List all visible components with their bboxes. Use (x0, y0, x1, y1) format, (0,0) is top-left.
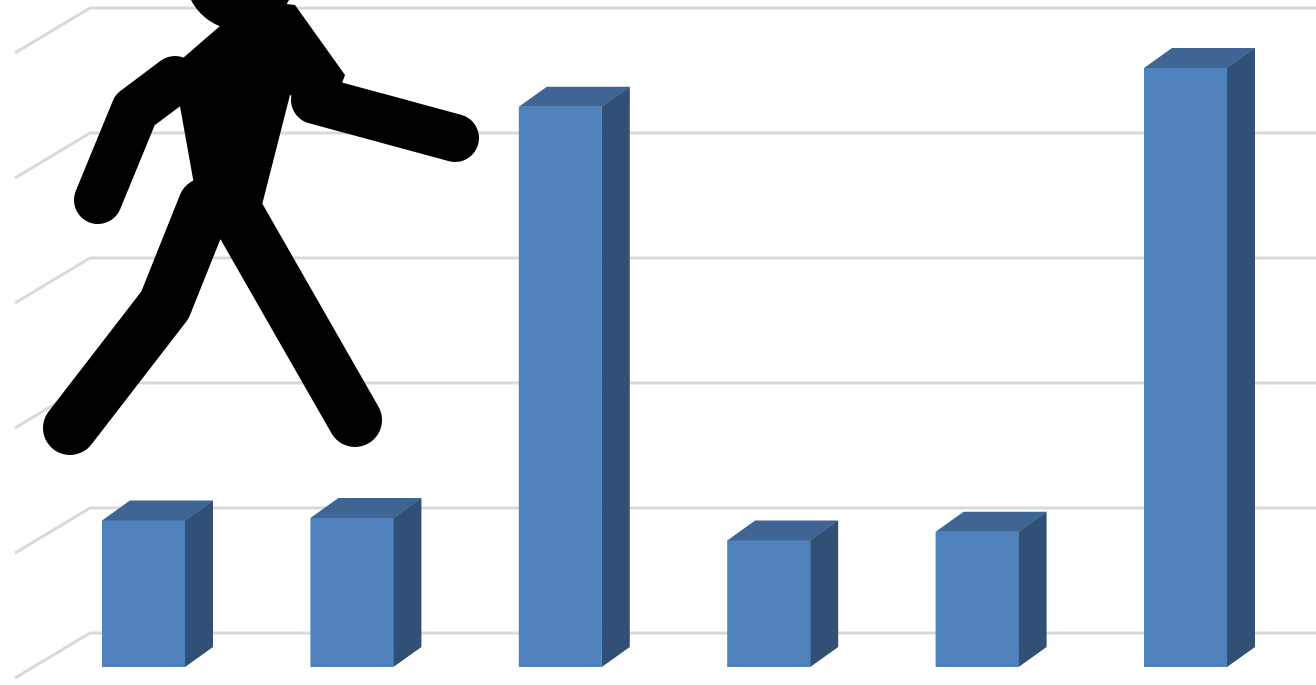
stick-figure (43, 0, 479, 455)
bar-side (185, 500, 213, 667)
figure-leg (43, 178, 232, 455)
bar-side (393, 498, 422, 667)
bar (518, 86, 630, 667)
figure-arm (291, 76, 479, 162)
bar (310, 498, 422, 667)
bar-top (727, 520, 839, 541)
bar-side (1018, 511, 1047, 667)
bar-top (1144, 48, 1255, 68)
bar-front (1144, 68, 1227, 667)
bar (102, 500, 213, 667)
figure-leg (205, 178, 382, 447)
bar-front (935, 531, 1019, 667)
bar (727, 520, 839, 667)
bar-top (518, 86, 630, 107)
bar-side (601, 86, 630, 667)
bar (1144, 48, 1255, 667)
bar-front (102, 520, 185, 667)
bar-front (310, 518, 394, 667)
bar-top (310, 498, 422, 518)
grid-line (14, 256, 91, 305)
bar-front (518, 106, 602, 667)
grid-line (14, 131, 91, 180)
grid-line (14, 631, 91, 680)
bar-side (810, 520, 839, 667)
figure-arm (74, 56, 199, 224)
figure-torso (175, 0, 345, 218)
bar-top (935, 511, 1047, 532)
bar (935, 511, 1047, 667)
bar-top (102, 500, 213, 521)
bar-front (727, 540, 811, 667)
bar-side (1227, 48, 1255, 667)
grid-line (14, 506, 91, 555)
grid-line (14, 6, 91, 55)
bars (102, 48, 1255, 667)
